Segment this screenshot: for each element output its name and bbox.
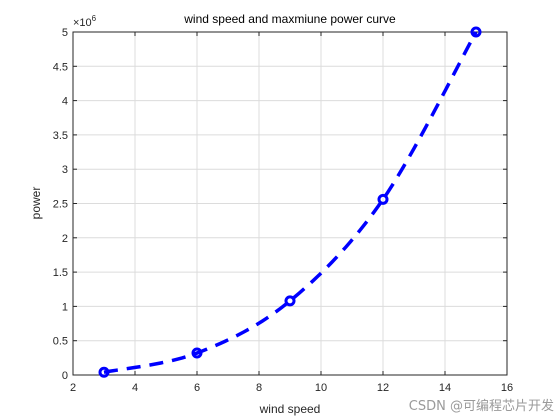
y-tick-label: 3.5 — [53, 130, 68, 142]
y-axis: 0 0.5 1 1.5 2 2.5 3 3.5 4 4.5 5 — [53, 27, 507, 382]
y-tick-label: 0.5 — [53, 336, 68, 348]
x-tick-label: 14 — [439, 382, 451, 394]
data-point-marker — [98, 366, 110, 378]
x-tick-label: 10 — [315, 382, 327, 394]
data-point-marker — [284, 295, 296, 307]
x-tick-label: 16 — [501, 382, 513, 394]
y-tick-label: 1 — [62, 301, 68, 313]
watermark: CSDN @可编程芯片开发 — [408, 399, 554, 414]
y-tick-label: 5 — [62, 27, 68, 39]
series-line — [103, 31, 478, 374]
y-tick-label: 3 — [62, 164, 68, 176]
series — [98, 26, 482, 378]
chart-title: wind speed and maxmiune power curve — [183, 12, 396, 26]
x-tick-label: 6 — [194, 382, 200, 394]
x-tick-label: 4 — [132, 382, 138, 394]
y-tick-label: 2.5 — [53, 199, 68, 211]
data-point-marker — [191, 347, 203, 359]
x-tick-label: 2 — [70, 382, 76, 394]
y-tick-label: 4 — [62, 96, 68, 108]
y-tick-label: 4.5 — [53, 61, 68, 73]
data-point-marker — [377, 193, 389, 205]
y-axis-label: power — [29, 187, 43, 220]
data-point-marker — [470, 26, 482, 38]
x-tick-label: 12 — [377, 382, 389, 394]
y-tick-label: 1.5 — [53, 267, 68, 279]
y-tick-label: 0 — [62, 370, 68, 382]
y-exponent-label: ×106 — [73, 14, 97, 29]
y-tick-label: 2 — [62, 233, 68, 245]
x-tick-label: 8 — [256, 382, 262, 394]
x-axis-label: wind speed — [259, 402, 321, 416]
x-axis: 2 4 6 8 10 12 14 16 — [70, 32, 513, 394]
